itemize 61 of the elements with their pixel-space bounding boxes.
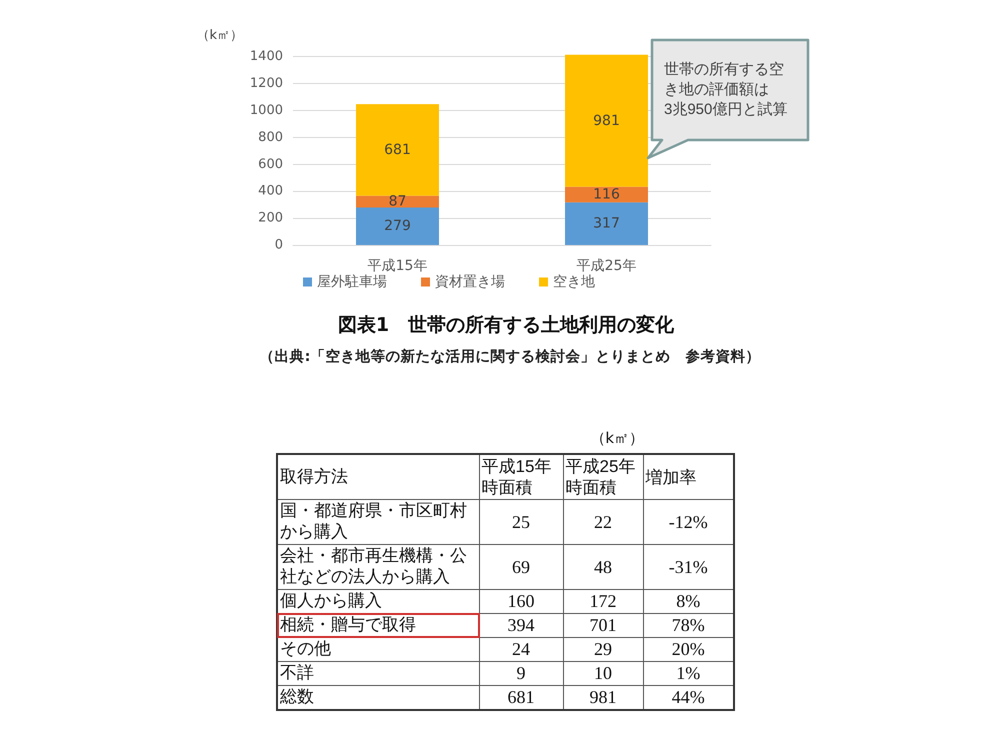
y-axis-title: （k㎡） <box>196 28 243 43</box>
text: 78% <box>672 615 705 635</box>
text: -12% <box>668 512 708 532</box>
y-tick-label: 1000 <box>250 102 283 118</box>
text: -31% <box>668 556 708 576</box>
text: 29 <box>594 639 612 659</box>
y-tick-label: 800 <box>258 130 283 145</box>
text: 25 <box>512 512 530 532</box>
legend-label: 資材置き場 <box>435 274 505 290</box>
text: （k㎡） <box>589 428 644 448</box>
y-tick-label: 400 <box>258 184 283 199</box>
text: 681 <box>508 687 534 707</box>
y-tick-label: 600 <box>258 156 283 172</box>
bar <box>356 196 439 208</box>
data-label: 279 <box>384 218 411 234</box>
text: 48 <box>594 556 612 576</box>
text: （出典:「空き地等の新たな活用に関する検討会」とりまとめ 参考資料） <box>258 348 762 367</box>
category-label: 会社・都市再生機構・公社などの法人から購入 <box>280 546 467 587</box>
legend-label: 屋外駐車場 <box>317 274 387 290</box>
category-label: 国・都道府県・市区町村から購入 <box>280 501 467 542</box>
text: 10 <box>594 663 612 683</box>
category-label: その他 <box>280 639 331 659</box>
data-label: 116 <box>593 186 620 203</box>
bar <box>565 202 648 245</box>
category-label: 増加率 <box>646 466 698 488</box>
text: 取得方法 <box>277 454 479 500</box>
category-label: 個人から購入 <box>280 591 382 611</box>
text: 図表1 世帯の所有する土地利用の変化 <box>336 313 676 338</box>
y-tick-label: 1200 <box>250 76 283 92</box>
text: 9 <box>516 663 526 683</box>
category-label: 平成15年時面積 <box>482 456 552 498</box>
text: 22 <box>594 512 612 532</box>
y-tick-label: 200 <box>258 210 283 226</box>
text: 981 <box>590 687 616 707</box>
text: 44% <box>672 687 705 707</box>
text: 394 <box>508 615 534 635</box>
y-tick-label: 1400 <box>250 49 283 64</box>
text: 24 <box>512 639 530 659</box>
category-label: 平成25年時面積 <box>566 456 640 498</box>
category-label: 総数 <box>280 687 314 707</box>
legend-label: 空き地 <box>553 274 595 290</box>
x-tick-label: 平成25年 <box>576 258 636 274</box>
text: 69 <box>512 556 530 576</box>
data-label: 87 <box>388 194 406 210</box>
text: 701 <box>590 615 616 635</box>
category-label: 不詳 <box>280 663 314 683</box>
data-label: 981 <box>593 112 620 129</box>
text: 8% <box>676 591 700 611</box>
data-label: 317 <box>593 216 620 232</box>
text: 1% <box>676 663 700 683</box>
bar <box>356 207 439 245</box>
text: 160 <box>508 591 534 611</box>
text: 20% <box>672 639 705 659</box>
annotation: 世帯の所有する空き地の評価額は3兆950億円と試算 <box>664 60 788 120</box>
bar <box>356 104 439 196</box>
category-label: 相続・贈与で取得 <box>280 615 416 635</box>
x-tick-label: 平成15年 <box>368 258 428 274</box>
data-label: 681 <box>384 142 411 158</box>
y-tick-label: 0 <box>274 238 283 252</box>
bar <box>565 186 648 202</box>
text: 172 <box>590 591 616 611</box>
